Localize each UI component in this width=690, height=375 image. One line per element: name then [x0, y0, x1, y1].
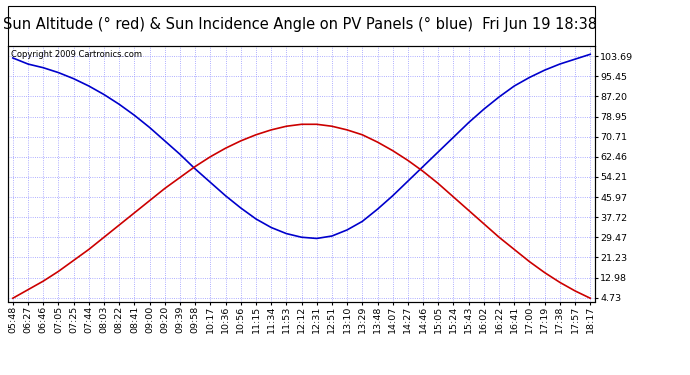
- Text: Sun Altitude (° red) & Sun Incidence Angle on PV Panels (° blue)  Fri Jun 19 18:: Sun Altitude (° red) & Sun Incidence Ang…: [3, 17, 597, 32]
- Text: Copyright 2009 Cartronics.com: Copyright 2009 Cartronics.com: [11, 50, 142, 58]
